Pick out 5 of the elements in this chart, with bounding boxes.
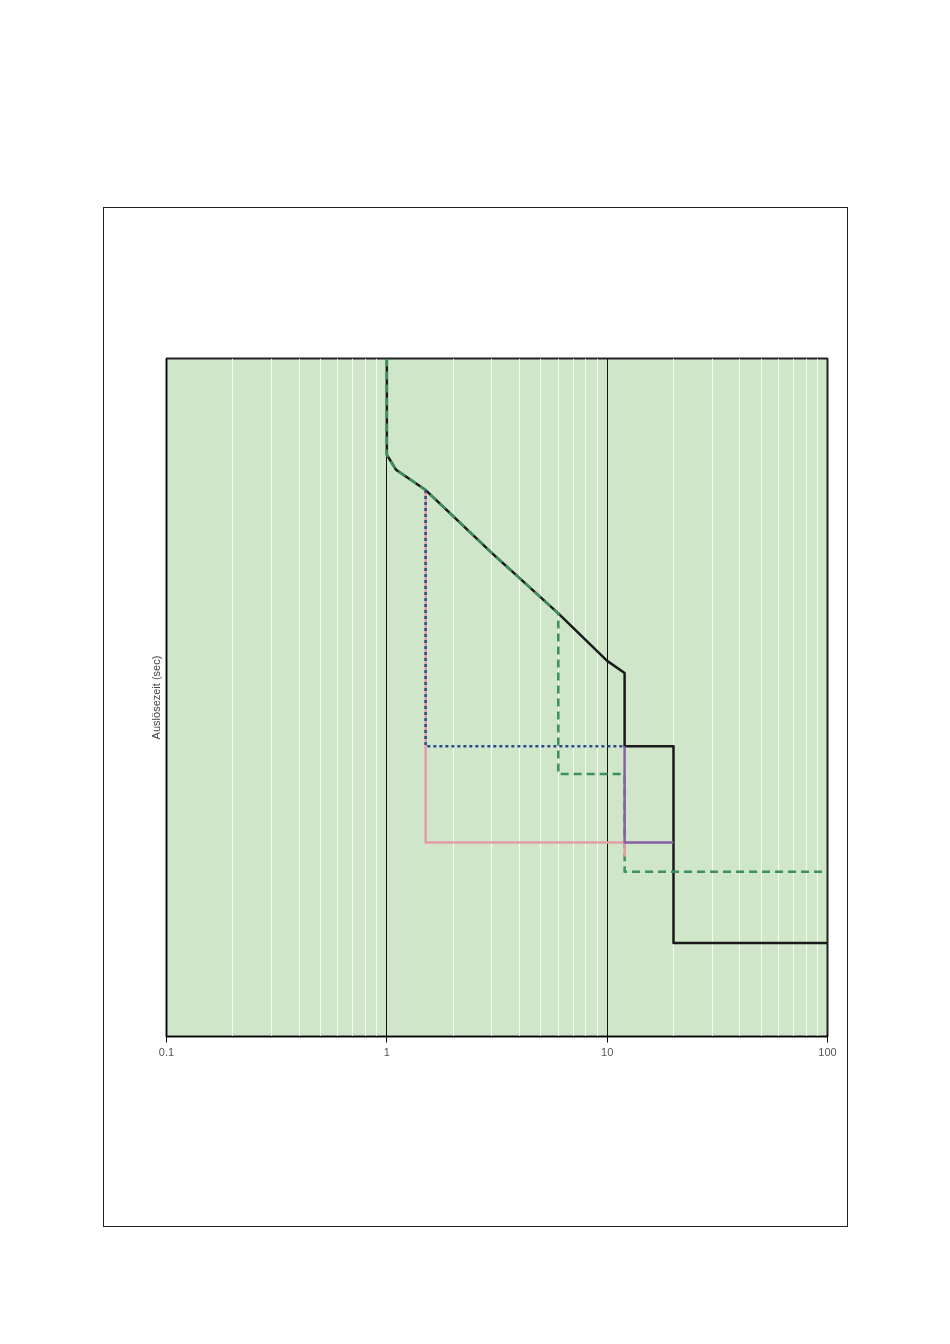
x-tick-label: 100 [818, 1045, 837, 1058]
x-tick-label: 0.1 [158, 1045, 175, 1058]
y-axis-title: Auslösezeit (sec) [149, 655, 162, 740]
x-tick-label: 10 [601, 1045, 614, 1058]
x-tick-label: 1 [383, 1045, 390, 1058]
